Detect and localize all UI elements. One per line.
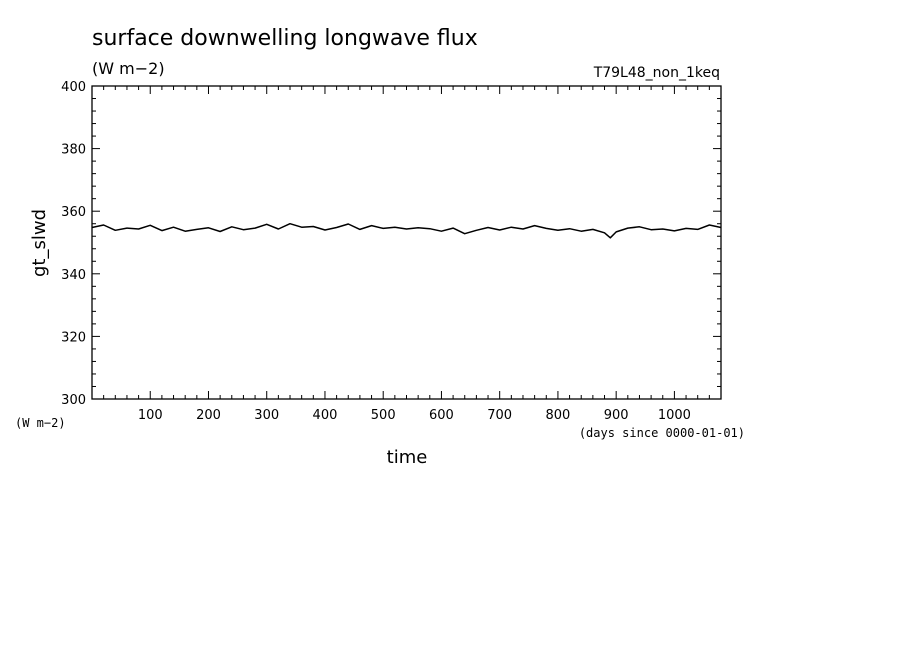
chart-title: surface downwelling longwave flux	[92, 26, 478, 51]
x-axis-label: time	[387, 447, 428, 468]
x-tick-label: 100	[138, 408, 163, 423]
x-tick-label: 400	[313, 408, 338, 423]
x-tick-label: 500	[371, 408, 396, 423]
y-tick-label: 400	[61, 80, 86, 95]
chart-subtitle: (W m−2)	[92, 59, 165, 78]
y-tick-label: 320	[61, 330, 86, 345]
x-axis-units: (days since 0000-01-01)	[579, 426, 745, 440]
x-tick-label: 700	[487, 408, 512, 423]
series-line	[91, 222, 722, 239]
x-tick-labels: 100 200 300 400 500 600 700 800 900 1000	[138, 408, 691, 423]
x-tick-label: 800	[546, 408, 571, 423]
x-tick-label: 600	[429, 408, 454, 423]
y-tick-label: 340	[61, 268, 86, 283]
y-tick-labels: 300 320 340 360 380 400	[61, 80, 86, 408]
axis-ticks	[92, 86, 721, 399]
y-axis-label: gt_slwd	[29, 209, 50, 277]
plot-frame	[91, 85, 722, 400]
y-tick-label: 380	[61, 143, 86, 158]
run-label: T79L48_non_1keq	[593, 65, 720, 81]
x-tick-label: 200	[196, 408, 221, 423]
y-tick-label: 360	[61, 205, 86, 220]
x-tick-label: 900	[604, 408, 629, 423]
x-tick-label: 1000	[658, 408, 691, 423]
y-axis-units: (W m−2)	[15, 416, 66, 430]
x-tick-label: 300	[254, 408, 279, 423]
y-tick-label: 300	[61, 393, 86, 408]
